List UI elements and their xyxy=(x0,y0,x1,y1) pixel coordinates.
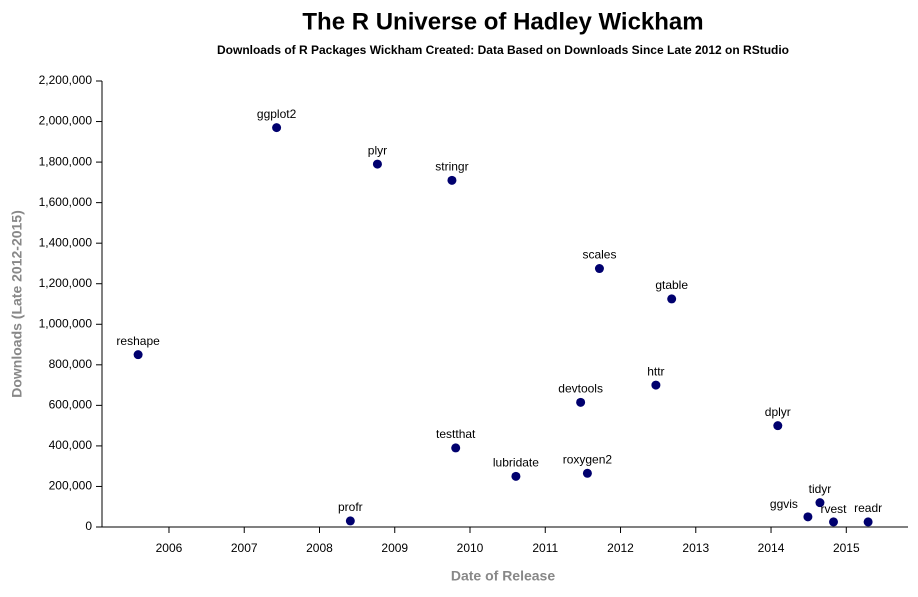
y-tick-label: 1,400,000 xyxy=(39,235,93,249)
x-tick-label: 2014 xyxy=(758,541,785,555)
point xyxy=(815,498,825,508)
y-tick-label: 600,000 xyxy=(49,398,93,412)
y-tick-label: 800,000 xyxy=(49,357,93,371)
point-label: dplyr xyxy=(765,405,791,419)
y-tick-label: 1,000,000 xyxy=(39,316,93,330)
point xyxy=(511,471,521,481)
y-tick-label: 1,600,000 xyxy=(39,195,93,209)
x-tick-label: 2012 xyxy=(607,541,634,555)
point xyxy=(803,512,813,522)
y-axis-title: Downloads (Late 2012-2015) xyxy=(9,210,25,398)
point xyxy=(828,517,838,527)
point xyxy=(594,264,604,274)
point xyxy=(372,159,382,169)
point-label: rvest xyxy=(820,502,847,516)
point-label: reshape xyxy=(116,334,160,348)
x-tick-label: 2008 xyxy=(306,541,333,555)
y-tick-label: 2,200,000 xyxy=(39,73,93,87)
point xyxy=(576,397,586,407)
point xyxy=(582,468,592,478)
x-tick-label: 2015 xyxy=(833,541,860,555)
y-tick-label: 0 xyxy=(85,519,92,533)
point-label: httr xyxy=(647,364,664,378)
point-label: testthat xyxy=(436,427,476,441)
point xyxy=(447,175,457,185)
point xyxy=(773,421,783,431)
y-tick-label: 1,800,000 xyxy=(39,154,93,168)
x-tick-label: 2013 xyxy=(682,541,709,555)
point xyxy=(651,380,661,390)
y-tick-label: 200,000 xyxy=(49,479,93,493)
y-tick-label: 1,200,000 xyxy=(39,276,93,290)
point-label: lubridate xyxy=(493,455,539,469)
chart-subtitle: Downloads of R Packages Wickham Created:… xyxy=(217,43,789,57)
point-label: gtable xyxy=(655,278,688,292)
point-label: scales xyxy=(582,248,616,262)
point-label: stringr xyxy=(435,160,468,174)
x-tick-label: 2007 xyxy=(231,541,258,555)
chart-title: The R Universe of Hadley Wickham xyxy=(302,8,703,35)
point xyxy=(272,123,282,133)
point xyxy=(133,350,143,360)
point xyxy=(451,443,461,453)
point-label: tidyr xyxy=(809,482,832,496)
x-axis-title: Date of Release xyxy=(451,568,555,584)
x-tick-label: 2010 xyxy=(457,541,484,555)
point xyxy=(667,294,677,304)
point-label: ggvis xyxy=(770,497,798,511)
point-label: plyr xyxy=(368,143,387,157)
y-tick-label: 400,000 xyxy=(49,438,93,452)
x-tick-label: 2011 xyxy=(532,541,558,555)
y-tick-label: 2,000,000 xyxy=(39,114,93,128)
point-label: roxygen2 xyxy=(563,452,613,466)
point xyxy=(863,517,873,527)
point-label: ggplot2 xyxy=(257,107,297,121)
point-label: profr xyxy=(338,500,363,514)
point-label: devtools xyxy=(558,381,603,395)
point xyxy=(345,516,355,526)
x-tick-label: 2006 xyxy=(156,541,183,555)
point-label: readr xyxy=(854,501,882,515)
x-tick-label: 2009 xyxy=(381,541,408,555)
